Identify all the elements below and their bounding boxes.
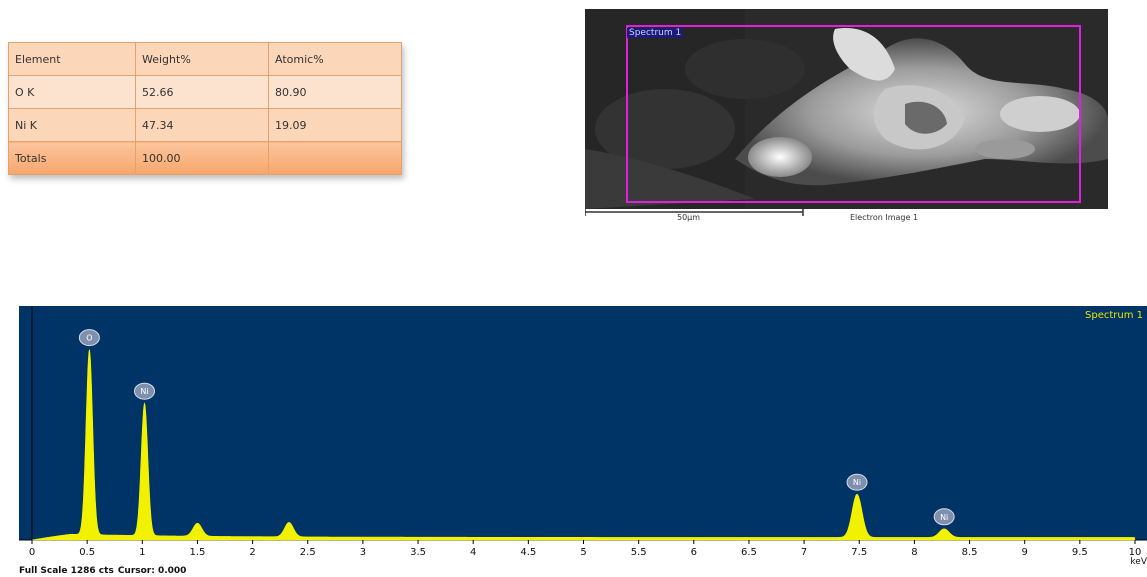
table-cell: 80.90 — [268, 75, 402, 109]
x-tick-label: 9.5 — [1072, 547, 1088, 558]
x-tick-label: 3 — [360, 547, 366, 558]
peak-label-text: Ni — [940, 513, 948, 522]
peak-label-o: O — [78, 329, 100, 347]
image-caption: Electron Image 1 — [850, 213, 919, 222]
peak-label-ni: Ni — [846, 473, 868, 491]
table-cell: Totals — [8, 141, 136, 175]
x-tick-label: 6.5 — [741, 547, 757, 558]
plot-background — [19, 306, 1147, 540]
peak-label-text: Ni — [853, 478, 861, 487]
spectrum-layer — [31, 349, 1136, 541]
table-row-totals: Totals 100.00 — [8, 141, 402, 175]
table-cell: 100.00 — [135, 141, 269, 175]
x-tick-label: 3.5 — [410, 547, 426, 558]
table-cell: 52.66 — [135, 75, 269, 109]
table-cell: 19.09 — [268, 108, 402, 142]
peak-marker — [933, 508, 955, 526]
x-tick-label: 1 — [139, 547, 145, 558]
x-tick-label: 4 — [470, 547, 476, 558]
peak-marker — [134, 382, 156, 400]
x-tick-label: 7 — [801, 547, 807, 558]
table-cell: 47.34 — [135, 108, 269, 142]
x-tick-label: 6 — [691, 547, 697, 558]
table-header-row: Element Weight% Atomic% — [8, 42, 402, 76]
peak-label-ni: Ni — [933, 508, 955, 526]
table-cell: Atomic% — [268, 42, 402, 76]
peak-marker — [846, 473, 868, 491]
full-scale-readout: Full Scale 1286 cts — [19, 566, 114, 576]
x-tick-label: 2.5 — [300, 547, 316, 558]
peak-label-text: Ni — [140, 387, 148, 396]
x-axis-unit: keV — [1130, 557, 1147, 566]
x-tick-label: 5.5 — [631, 547, 647, 558]
eds-spectrum-chart: O Ni Ni Ni 0 0.5 1 1.5 2 2.5 3 3.5 4 4.5 5 5.5 6 6.5 7 7.5… — [19, 306, 1147, 566]
x-tick-label: 8.5 — [962, 547, 978, 558]
table-cell: O K — [8, 75, 136, 109]
peak-labels: O Ni Ni Ni — [78, 329, 955, 526]
table-cell: Weight% — [135, 42, 269, 76]
spectrum-area-box — [626, 25, 1081, 203]
table-row: Ni K 47.34 19.09 — [8, 108, 402, 142]
x-tick-label: 5 — [580, 547, 586, 558]
x-tick-label: 2 — [249, 547, 255, 558]
x-tick-label: 0 — [29, 547, 35, 558]
table-row: O K 52.66 80.90 — [8, 75, 402, 109]
sem-micrograph — [585, 9, 1108, 224]
x-tick-label: 4.5 — [520, 547, 536, 558]
peak-label-ni: Ni — [134, 382, 156, 400]
x-tick-label: 8 — [911, 547, 917, 558]
x-tick-label: 1.5 — [189, 547, 205, 558]
x-tick-label: 0.5 — [79, 547, 95, 558]
table-cell: Ni K — [8, 108, 136, 142]
cursor-readout: Cursor: 0.000 — [117, 566, 187, 576]
composition-table: Element Weight% Atomic% O K 52.66 80.90 … — [8, 42, 402, 175]
x-tick-label: 9 — [1022, 547, 1028, 558]
peak-marker — [78, 329, 100, 347]
peak-label-text: O — [86, 334, 92, 343]
table-cell — [268, 141, 402, 175]
spectrum-footer: Full Scale 1286 cts Cursor: 0.000 — [19, 566, 190, 576]
x-ticks: 0 0.5 1 1.5 2 2.5 3 3.5 4 4.5 5 5.5 6 6.5 7 7.5 8 8.5 9 9.5… — [29, 540, 1142, 558]
scale-bar-label: 50µm — [677, 213, 701, 222]
sem-image-panel: Spectrum 1 50µm Electron Image 1 — [585, 9, 1108, 224]
spectrum-box-label: Spectrum 1 — [627, 28, 684, 38]
table-cell: Element — [8, 42, 136, 76]
spectrum-trace — [31, 349, 1136, 541]
chart-title: Spectrum 1 — [1085, 310, 1143, 321]
x-tick-label: 7.5 — [851, 547, 867, 558]
x-tick-label: 10 — [1129, 547, 1142, 558]
